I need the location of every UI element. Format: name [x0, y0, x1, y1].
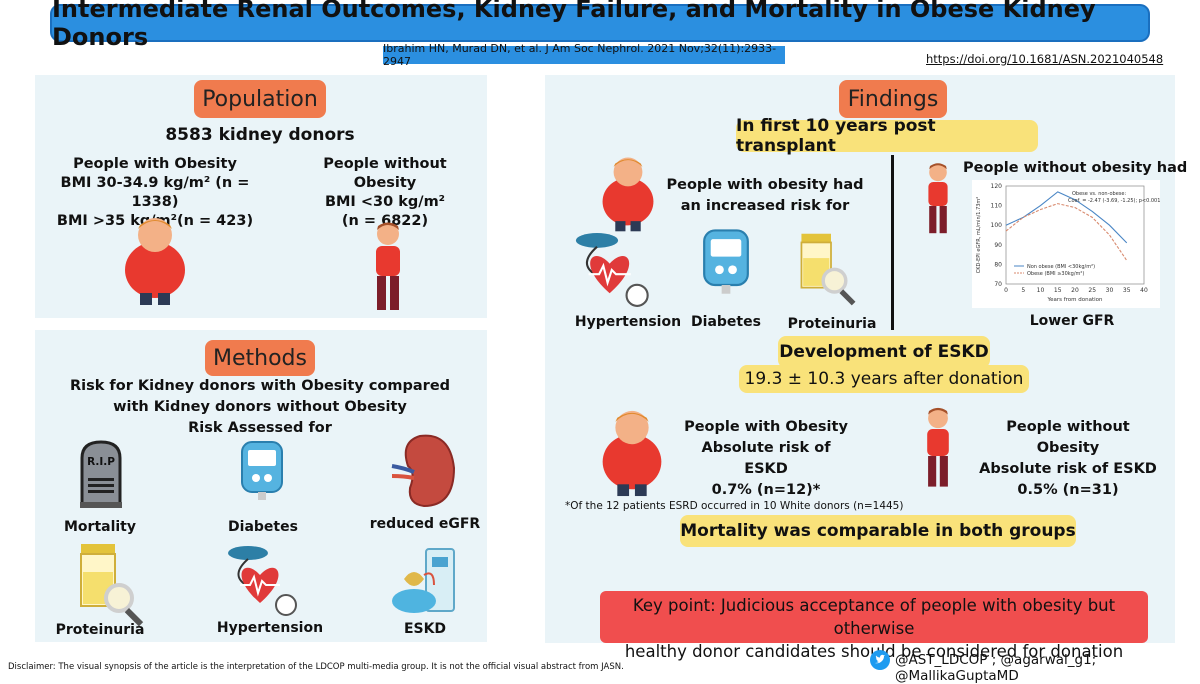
obese-risk-line-1: People with obesity had [666, 177, 864, 193]
mortality-banner: Mortality was comparable in both groups [680, 515, 1076, 547]
methods-description: Risk for Kidney donors with Obesity comp… [60, 376, 460, 439]
y-axis-label: CKD-EPI eGFR, mL/min/1.73m² [976, 197, 982, 274]
nonobese-eskd-risk: People without Obesity Absolute risk of … [978, 417, 1158, 501]
nonobese-bmi: BMI <30 kg/m² [324, 194, 446, 210]
methods-heading: Methods [205, 340, 315, 376]
obese-eskd-risk: People with Obesity Absolute risk of ESK… [680, 417, 852, 501]
social-handles[interactable]: @AST_LDCOP ; @agarwal_g1; @MallikaGuptaM… [895, 652, 1097, 684]
obese-person-icon [125, 218, 185, 305]
risk-hypertension: Hypertension [574, 314, 682, 330]
page-title: Intermediate Renal Outcomes, Kidney Fail… [50, 0, 1150, 51]
key-point-line-2: healthy donor candidates should be consi… [624, 642, 1124, 661]
footnote: *Of the 12 patients ESRD occurred in 10 … [565, 500, 904, 512]
x-tick-label: 25 [1088, 287, 1096, 294]
period-banner: In first 10 years post transplant [736, 116, 1038, 156]
y-tick-label: 90 [994, 242, 1002, 249]
nonobese-eskd-line-2: Absolute risk of ESKD [979, 461, 1157, 477]
egfr-chart: 70 80 90 100 110 120 0 5 10 15 20 25 30 35 40 Years fro… [972, 180, 1160, 308]
method-item-diabetes: Diabetes [228, 519, 298, 535]
blood-pressure-icon [228, 546, 297, 616]
obese-person-icon [602, 157, 654, 232]
glucometer-icon [241, 441, 283, 500]
findings-heading: Findings [839, 80, 947, 118]
chart-frame [1005, 185, 1145, 285]
x-tick-label: 15 [1054, 287, 1062, 294]
egfr-chart-svg: 70 80 90 100 110 120 0 5 10 15 20 25 30 35 40 Years fro… [976, 183, 1160, 303]
legend-entry: Obese (BMI ≥30kg/m²) [1027, 271, 1084, 277]
key-point: Key point: Judicious acceptance of peopl… [600, 591, 1148, 661]
x-axis-label: Years from donation [1046, 297, 1103, 303]
series-line-obese [1005, 203, 1128, 261]
eskd-heading: Development of ESKD [778, 336, 990, 368]
kidney-icon [391, 434, 456, 508]
y-tick-label: 80 [994, 261, 1002, 268]
glucometer-icon [703, 229, 749, 294]
obese-bmi-1: BMI 30-34.9 kg/m² (n = 1338) [60, 175, 250, 210]
risk-proteinuria: Proteinuria [787, 316, 877, 332]
x-tick-label: 10 [1037, 287, 1045, 294]
series-line-nonobese [1005, 191, 1128, 244]
obese-risk-line-2: an increased risk for [680, 198, 850, 214]
chart-annotation: Obese vs. non-obese: [1072, 191, 1126, 197]
nonobese-eskd-line-3: 0.5% (n=31) [1017, 482, 1119, 498]
lower-gfr-label: Lower GFR [1029, 313, 1115, 329]
obese-title: People with Obesity [73, 156, 237, 172]
urine-sample-icon [800, 233, 856, 306]
y-tick-label: 100 [991, 222, 1003, 229]
obese-population: People with Obesity BMI 30-34.9 kg/m² (n… [40, 155, 270, 231]
twitter-icon[interactable] [870, 650, 890, 670]
nonobese-eskd-line-1: People without Obesity [1006, 419, 1130, 456]
x-tick-label: 40 [1140, 287, 1148, 294]
nonobese-person-icon [376, 222, 400, 310]
obese-eskd-line-1: People with Obesity [684, 419, 848, 435]
y-tick-label: 110 [991, 203, 1003, 210]
nonobese-population: People without Obesity BMI <30 kg/m² (n … [290, 155, 480, 231]
methods-line-3: Risk Assessed for [188, 420, 332, 436]
method-item-mortality: Mortality [63, 519, 136, 535]
disclaimer: Disclaimer: The visual synopsis of the a… [8, 662, 624, 672]
key-point-line-1: Key point: Judicious acceptance of peopl… [632, 596, 1116, 638]
method-item-eskd: ESKD [403, 621, 447, 637]
rip-text: R.I.P [87, 456, 115, 468]
nonobese-title: People without Obesity [323, 156, 447, 191]
doi-link[interactable]: https://doi.org/10.1681/ASN.2021040548 [926, 52, 1164, 66]
urine-sample-icon [80, 544, 144, 627]
y-tick-label: 120 [991, 183, 1003, 190]
blood-pressure-icon [575, 233, 649, 307]
method-item-hypertension: Hypertension [216, 620, 324, 636]
method-item-proteinuria: Proteinuria [55, 622, 145, 638]
obese-eskd-line-3: 0.7% (n=12)* [711, 482, 821, 498]
citation: Ibrahim HN, Murad DN, et al. J Am Soc Ne… [383, 42, 785, 68]
x-tick-label: 5 [1021, 287, 1025, 294]
y-tick-label: 70 [994, 281, 1002, 288]
obese-person-icon [602, 410, 662, 497]
legend-entry: Non obese (BMI <30kg/m²) [1027, 264, 1095, 270]
nonobese-person-icon [927, 407, 949, 487]
method-item-reduced-egfr: reduced eGFR [369, 516, 481, 532]
x-tick-label: 0 [1004, 287, 1008, 294]
x-tick-label: 30 [1106, 287, 1114, 294]
population-heading: Population [194, 80, 326, 118]
x-tick-label: 20 [1071, 287, 1079, 294]
methods-line-2: with Kidney donors without Obesity [113, 399, 407, 415]
population-total: 8583 kidney donors [165, 125, 355, 145]
tombstone-icon [80, 440, 122, 508]
x-tick-label: 35 [1123, 287, 1131, 294]
nonobese-had-text: People without obesity had [963, 160, 1188, 176]
eskd-years: 19.3 ± 10.3 years after donation [739, 365, 1029, 393]
methods-line-1: Risk for Kidney donors with Obesity comp… [69, 378, 451, 394]
obese-risk-text: People with obesity had an increased ris… [665, 175, 865, 217]
vertical-divider [891, 155, 894, 330]
risk-diabetes: Diabetes [691, 314, 761, 330]
nonobese-person-icon [928, 163, 948, 234]
nonobese-n: (n = 6822) [341, 213, 429, 229]
chart-annotation: Coef. = -2.47 (-3.69, -1.25); p<0.001 [1068, 198, 1160, 204]
dialysis-icon [392, 548, 455, 613]
obese-eskd-line-2: Absolute risk of ESKD [701, 440, 831, 477]
